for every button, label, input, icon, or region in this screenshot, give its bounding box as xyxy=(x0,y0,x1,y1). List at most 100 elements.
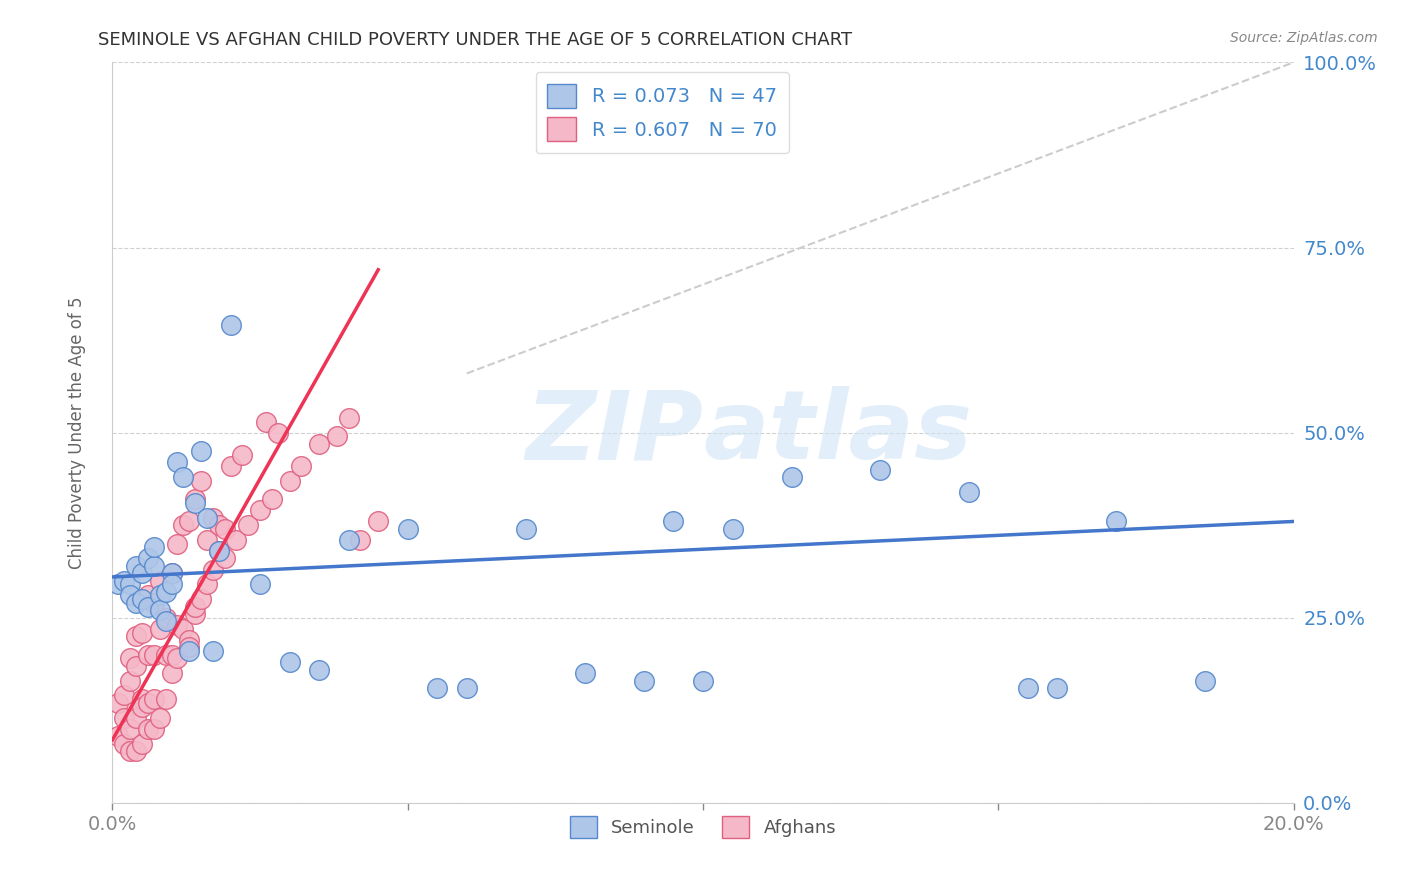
Point xyxy=(125,629,148,643)
Point xyxy=(195,533,218,547)
Point xyxy=(349,533,371,547)
Point xyxy=(214,551,236,566)
Point xyxy=(396,522,419,536)
Point xyxy=(337,410,360,425)
Text: SEMINOLE VS AFGHAN CHILD POVERTY UNDER THE AGE OF 5 CORRELATION CHART: SEMINOLE VS AFGHAN CHILD POVERTY UNDER T… xyxy=(98,31,852,49)
Point xyxy=(869,462,891,476)
Point xyxy=(149,711,172,725)
Point xyxy=(131,692,153,706)
Point xyxy=(142,558,165,573)
Point xyxy=(1017,681,1039,695)
Point xyxy=(131,592,153,607)
Point xyxy=(166,455,188,469)
Point xyxy=(195,577,218,591)
Point xyxy=(112,574,135,588)
Point xyxy=(112,711,135,725)
Point xyxy=(254,415,277,429)
Point xyxy=(142,541,165,555)
Point xyxy=(120,744,142,758)
Point xyxy=(662,515,685,529)
Point xyxy=(107,696,129,710)
Text: ZIP: ZIP xyxy=(524,386,703,479)
Point xyxy=(125,658,148,673)
Point xyxy=(125,711,148,725)
Point xyxy=(120,577,142,591)
Text: Source: ZipAtlas.com: Source: ZipAtlas.com xyxy=(1230,31,1378,45)
Point xyxy=(633,673,655,688)
Point xyxy=(107,729,129,743)
Point xyxy=(107,577,129,591)
Point xyxy=(721,522,744,536)
Point xyxy=(149,574,172,588)
Point xyxy=(142,692,165,706)
Point xyxy=(160,648,183,662)
Point xyxy=(219,318,242,333)
Point xyxy=(155,692,177,706)
Point xyxy=(515,522,537,536)
Point xyxy=(131,566,153,581)
Point xyxy=(184,599,207,614)
Point xyxy=(208,544,231,558)
Legend: Seminole, Afghans: Seminole, Afghans xyxy=(562,809,844,846)
Point xyxy=(208,544,231,558)
Point xyxy=(308,436,330,450)
Point xyxy=(131,737,153,751)
Point xyxy=(957,484,980,499)
Point xyxy=(136,551,159,566)
Point xyxy=(326,429,349,443)
Point xyxy=(308,663,330,677)
Point xyxy=(155,610,177,624)
Point xyxy=(290,458,312,473)
Point xyxy=(160,566,183,581)
Point xyxy=(136,648,159,662)
Point xyxy=(249,577,271,591)
Point xyxy=(120,673,142,688)
Point xyxy=(337,533,360,547)
Point xyxy=(179,644,201,658)
Point xyxy=(780,470,803,484)
Point xyxy=(195,510,218,524)
Point xyxy=(1194,673,1216,688)
Point xyxy=(120,589,142,603)
Point xyxy=(208,518,231,533)
Point xyxy=(190,474,212,488)
Point xyxy=(456,681,478,695)
Point xyxy=(249,503,271,517)
Point xyxy=(149,603,172,617)
Point xyxy=(179,515,201,529)
Point xyxy=(190,592,212,607)
Point xyxy=(149,622,172,636)
Point xyxy=(184,607,207,621)
Point xyxy=(231,448,253,462)
Point xyxy=(136,589,159,603)
Point xyxy=(125,744,148,758)
Point xyxy=(692,673,714,688)
Point xyxy=(142,722,165,736)
Point xyxy=(190,444,212,458)
Point xyxy=(278,655,301,669)
Point xyxy=(131,699,153,714)
Point xyxy=(1105,515,1128,529)
Point xyxy=(574,666,596,681)
Point xyxy=(267,425,290,440)
Point xyxy=(238,518,260,533)
Point xyxy=(166,651,188,665)
Point xyxy=(160,666,183,681)
Point xyxy=(260,492,283,507)
Point xyxy=(160,566,183,581)
Point xyxy=(142,648,165,662)
Point xyxy=(131,625,153,640)
Point xyxy=(219,458,242,473)
Point xyxy=(136,722,159,736)
Point xyxy=(172,470,194,484)
Point xyxy=(142,596,165,610)
Point xyxy=(155,584,177,599)
Point xyxy=(184,496,207,510)
Point xyxy=(367,515,389,529)
Point xyxy=(120,722,142,736)
Point xyxy=(120,651,142,665)
Point xyxy=(179,632,201,647)
Point xyxy=(172,518,194,533)
Point xyxy=(201,510,224,524)
Point xyxy=(136,696,159,710)
